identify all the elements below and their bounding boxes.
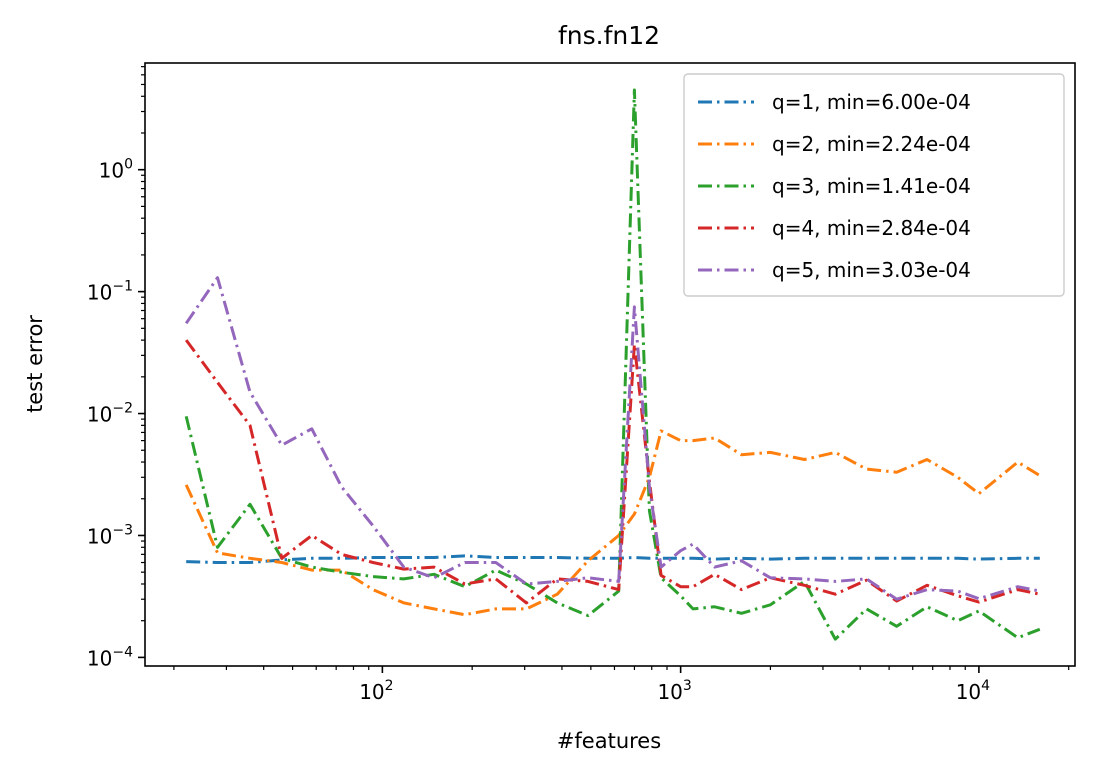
series-line-q4 — [184, 339, 1041, 605]
legend-box — [683, 73, 1065, 297]
y-tick-label: 10−2 — [87, 401, 133, 427]
chart-title: fns.fn12 — [558, 21, 660, 50]
legend: q=1, min=6.00e-04 q=2, min=2.24e-04 q=3, m… — [683, 73, 1065, 297]
x-tick-label: 104 — [956, 678, 990, 704]
legend-label-q1: q=1, min=6.00e-04 — [772, 90, 971, 114]
y-axis: 10−4 10−3 10−2 10−1 100 — [87, 66, 145, 670]
legend-label-q3: q=3, min=1.41e-04 — [772, 174, 971, 198]
y-axis-label: test error — [23, 315, 47, 413]
y-tick-label: 10−3 — [87, 522, 133, 548]
x-tick-label: 103 — [657, 678, 691, 704]
legend-label-q2: q=2, min=2.24e-04 — [772, 132, 971, 156]
legend-label-q4: q=4, min=2.84e-04 — [772, 216, 971, 240]
series-line-q3 — [184, 88, 1041, 641]
plot-frame — [144, 62, 1076, 667]
legend-label-q5: q=5, min=3.03e-04 — [772, 258, 971, 282]
y-tick-label: 10−4 — [87, 644, 133, 670]
x-axis-label: #features — [557, 729, 661, 753]
x-axis: 102 103 104 — [173, 666, 1070, 704]
x-tick-label: 102 — [359, 678, 393, 704]
series-line-q1 — [186, 554, 1040, 564]
plot-area — [184, 88, 1041, 641]
y-tick-label: 10−1 — [87, 279, 133, 305]
series-line-q5 — [184, 276, 1041, 601]
y-tick-label: 100 — [99, 157, 133, 183]
